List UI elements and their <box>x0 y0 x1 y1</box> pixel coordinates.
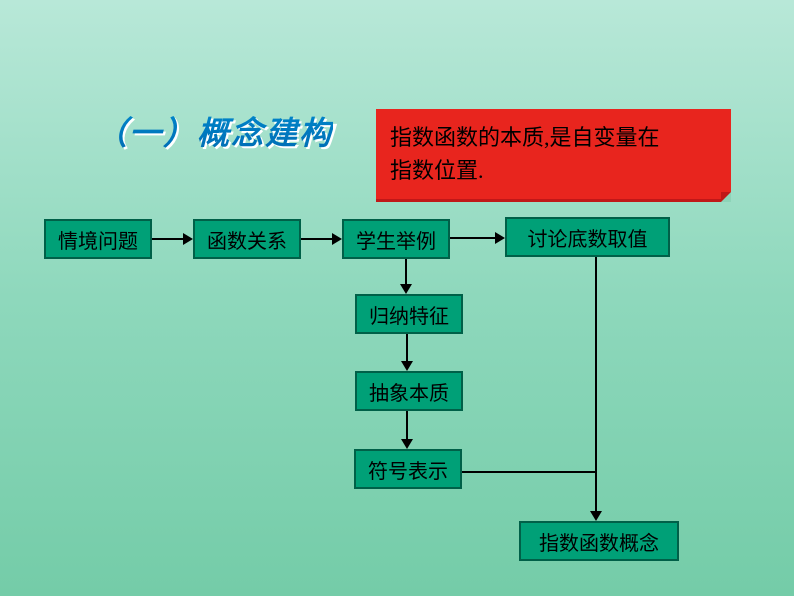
edge-4-8-line <box>595 257 597 511</box>
edge-1-2-head <box>183 233 193 245</box>
edge-3-4-head <box>495 232 505 244</box>
node-function-relation: 函数关系 <box>193 219 301 259</box>
edge-1-2-line <box>152 238 183 240</box>
edge-4-8-head <box>590 511 602 521</box>
note-line2: 指数位置. <box>390 154 717 187</box>
node-summarize: 归纳特征 <box>355 294 463 334</box>
edge-2-3-head <box>332 233 342 245</box>
edge-5-6-head <box>401 361 413 371</box>
edge-3-5-head <box>400 284 412 294</box>
edge-5-6-line <box>406 334 408 361</box>
node-discuss-base: 讨论底数取值 <box>505 217 670 257</box>
node-student-example: 学生举例 <box>342 219 450 259</box>
node-concept: 指数函数概念 <box>519 521 679 561</box>
edge-6-7-head <box>401 439 413 449</box>
edge-2-3-line <box>301 238 332 240</box>
section-title: （一）概念建构 <box>95 108 333 154</box>
essence-note: 指数函数的本质,是自变量在 指数位置. <box>376 109 731 202</box>
edge-6-7-line <box>406 411 408 439</box>
node-symbol: 符号表示 <box>354 449 462 489</box>
edge-3-5-line <box>405 259 407 284</box>
edge-3-4-line <box>450 237 495 239</box>
note-line1: 指数函数的本质,是自变量在 <box>390 121 717 154</box>
node-situation: 情境问题 <box>44 219 152 259</box>
edge-7-junction-line <box>462 471 597 473</box>
node-abstract: 抽象本质 <box>355 371 463 411</box>
